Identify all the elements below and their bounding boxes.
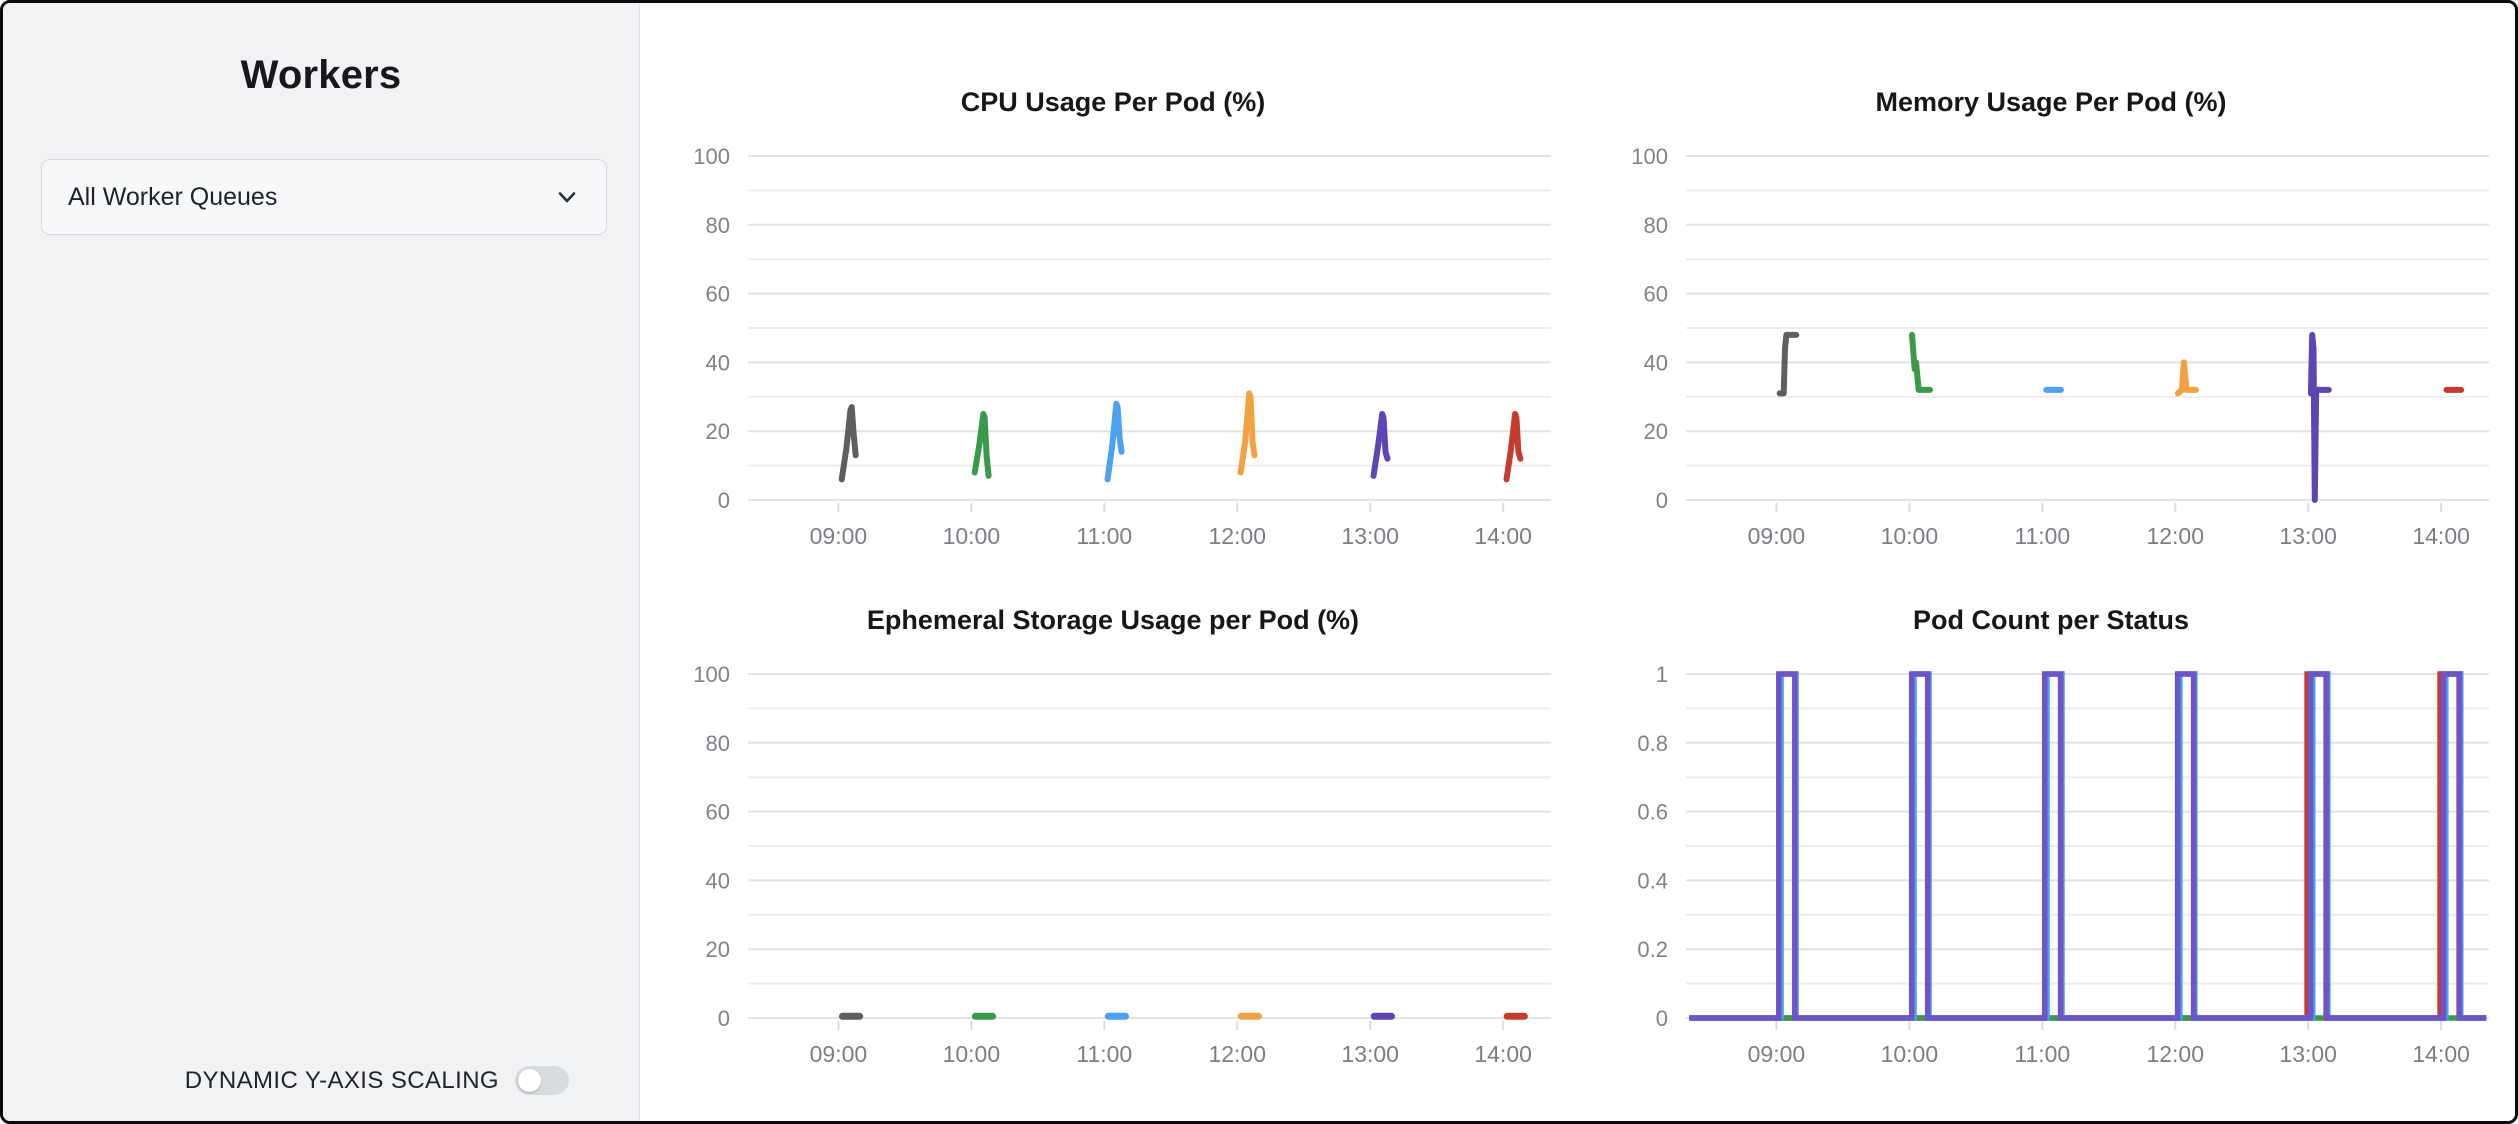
svg-text:0: 0 xyxy=(718,488,730,513)
dynamic-y-axis-label: DYNAMIC Y-AXIS SCALING xyxy=(184,1066,499,1094)
gridlines xyxy=(748,673,1551,1019)
chart-ephemeral-storage: Ephemeral Storage Usage per Pod (%) 0 20 4… xyxy=(663,605,1563,1080)
svg-text:11:00: 11:00 xyxy=(2014,523,2070,549)
x-axis-labels: 09:00 10:00 11:00 12:00 13:00 14:00 xyxy=(810,503,1532,549)
svg-text:100: 100 xyxy=(693,662,730,687)
x-axis-labels: 09:00 10:00 11:00 12:00 13:00 14:00 xyxy=(1748,1021,2470,1067)
cpu-usage-plot: 0 20 40 60 80 100 09:00 10:00 11:00 12:00 13:00 14:… xyxy=(663,128,1563,562)
series-line-pod-orange xyxy=(1237,390,1258,476)
svg-text:11:00: 11:00 xyxy=(1076,1041,1132,1067)
series-line-pod-green xyxy=(1909,331,1933,393)
svg-text:10:00: 10:00 xyxy=(943,523,1001,549)
x-axis-labels: 09:00 10:00 11:00 12:00 13:00 14:00 xyxy=(1748,503,2470,549)
svg-text:60: 60 xyxy=(1644,282,1668,307)
svg-text:0: 0 xyxy=(718,1006,730,1031)
chart-memory-usage: Memory Usage Per Pod (%) 0 20 40 60 80 100 09:… xyxy=(1601,87,2501,562)
chart-svg: 0 20 40 60 80 100 09:00 10:00 11:00 12:00 13:00 14:… xyxy=(1631,144,2489,549)
svg-text:14:00: 14:00 xyxy=(1474,523,1532,549)
svg-text:12:00: 12:00 xyxy=(1208,1041,1266,1067)
series-line-pod-green xyxy=(971,411,992,479)
svg-text:14:00: 14:00 xyxy=(1474,1041,1532,1067)
svg-text:80: 80 xyxy=(706,213,730,238)
gridlines xyxy=(1686,673,2489,1019)
svg-text:40: 40 xyxy=(706,350,730,375)
svg-text:12:00: 12:00 xyxy=(2146,523,2204,549)
svg-text:13:00: 13:00 xyxy=(2279,523,2337,549)
svg-text:13:00: 13:00 xyxy=(1341,523,1399,549)
gridlines xyxy=(748,155,1551,501)
series-line-status-purple xyxy=(1689,671,2487,1021)
svg-text:10:00: 10:00 xyxy=(1881,523,1939,549)
svg-text:60: 60 xyxy=(706,800,730,825)
svg-text:14:00: 14:00 xyxy=(2412,523,2470,549)
series-line-pod-orange xyxy=(2174,359,2199,397)
svg-text:40: 40 xyxy=(1644,350,1668,375)
chart-svg: 0 20 40 60 80 100 09:00 10:00 11:00 12:00 13:00 14:… xyxy=(693,662,1551,1067)
svg-text:100: 100 xyxy=(693,144,730,169)
svg-text:12:00: 12:00 xyxy=(1208,523,1266,549)
x-axis-labels: 09:00 10:00 11:00 12:00 13:00 14:00 xyxy=(810,1021,1532,1067)
gridlines xyxy=(1686,155,2489,501)
svg-text:13:00: 13:00 xyxy=(1341,1041,1399,1067)
svg-text:0: 0 xyxy=(1656,1006,1668,1031)
svg-text:100: 100 xyxy=(1631,144,1668,169)
memory-usage-plot: 0 20 40 60 80 100 09:00 10:00 11:00 12:00 13:00 14:… xyxy=(1601,128,2501,562)
toggle-knob xyxy=(518,1069,541,1092)
worker-queue-select[interactable]: All Worker Queues xyxy=(41,159,607,235)
svg-text:40: 40 xyxy=(706,868,730,893)
svg-text:12:00: 12:00 xyxy=(2146,1041,2204,1067)
svg-text:0.2: 0.2 xyxy=(1637,937,1668,962)
svg-text:10:00: 10:00 xyxy=(943,1041,1001,1067)
y-axis-labels: 0 0.2 0.4 0.6 0.8 1 xyxy=(1637,662,1668,1031)
chart-cpu-usage: CPU Usage Per Pod (%) 0 20 40 60 80 100 09:00 1… xyxy=(663,87,1563,562)
pod-count-plot: 0 0.2 0.4 0.6 0.8 1 09:00 10:00 11:00 12:00 13:00 1… xyxy=(1601,646,2501,1080)
svg-text:11:00: 11:00 xyxy=(2014,1041,2070,1067)
svg-text:20: 20 xyxy=(706,419,730,444)
svg-text:20: 20 xyxy=(1644,419,1668,444)
svg-text:09:00: 09:00 xyxy=(1748,523,1806,549)
y-axis-labels: 0 20 40 60 80 100 xyxy=(693,144,730,513)
chart-title: Memory Usage Per Pod (%) xyxy=(1875,87,2227,117)
svg-text:1: 1 xyxy=(1656,662,1668,687)
svg-text:09:00: 09:00 xyxy=(810,523,868,549)
chart-title: Ephemeral Storage Usage per Pod (%) xyxy=(866,605,1360,635)
svg-text:0: 0 xyxy=(1656,488,1668,513)
y-axis-labels: 0 20 40 60 80 100 xyxy=(1631,144,1668,513)
svg-text:11:00: 11:00 xyxy=(1076,523,1132,549)
series-line-pod-gray xyxy=(838,404,859,483)
chart-svg: 0 20 40 60 80 100 09:00 10:00 11:00 12:00 13:00 14:… xyxy=(693,144,1551,549)
svg-text:14:00: 14:00 xyxy=(2412,1041,2470,1067)
svg-text:09:00: 09:00 xyxy=(810,1041,868,1067)
y-axis-labels: 0 20 40 60 80 100 xyxy=(693,662,730,1031)
svg-text:13:00: 13:00 xyxy=(2279,1041,2337,1067)
svg-text:20: 20 xyxy=(706,937,730,962)
chart-svg: 0 0.2 0.4 0.6 0.8 1 09:00 10:00 11:00 12:00 13:00 1… xyxy=(1637,662,2489,1067)
svg-text:0.6: 0.6 xyxy=(1637,800,1668,825)
svg-text:80: 80 xyxy=(706,731,730,756)
svg-text:0.4: 0.4 xyxy=(1637,868,1668,893)
dynamic-y-axis-toggle[interactable] xyxy=(515,1066,569,1095)
series-line-pod-blue xyxy=(1104,400,1125,483)
chevron-down-icon xyxy=(558,192,576,203)
svg-text:10:00: 10:00 xyxy=(1881,1041,1939,1067)
svg-text:60: 60 xyxy=(706,282,730,307)
series-line-pod-gray xyxy=(1776,331,1800,397)
chart-pod-count: Pod Count per Status 0 0.2 0.4 0.6 0.8 1 09:00… xyxy=(1601,605,2501,1080)
svg-text:0.8: 0.8 xyxy=(1637,731,1668,756)
series-line-pod-purple xyxy=(1370,411,1391,479)
sidebar: Workers All Worker Queues DYNAMIC Y-AXIS… xyxy=(3,3,640,1121)
svg-text:80: 80 xyxy=(1644,213,1668,238)
series-line-pod-red xyxy=(1503,411,1524,483)
chart-title: CPU Usage Per Pod (%) xyxy=(960,87,1266,117)
chart-title: Pod Count per Status xyxy=(1913,605,2189,635)
svg-text:09:00: 09:00 xyxy=(1748,1041,1806,1067)
dynamic-y-axis-row: DYNAMIC Y-AXIS SCALING xyxy=(185,1066,569,1095)
ephemeral-storage-plot: 0 20 40 60 80 100 09:00 10:00 11:00 12:00 13:00 14:… xyxy=(663,646,1563,1080)
worker-queue-selected-value: All Worker Queues xyxy=(68,182,278,211)
series-line-pod-purple xyxy=(2307,331,2332,503)
page-title: Workers xyxy=(240,53,402,97)
